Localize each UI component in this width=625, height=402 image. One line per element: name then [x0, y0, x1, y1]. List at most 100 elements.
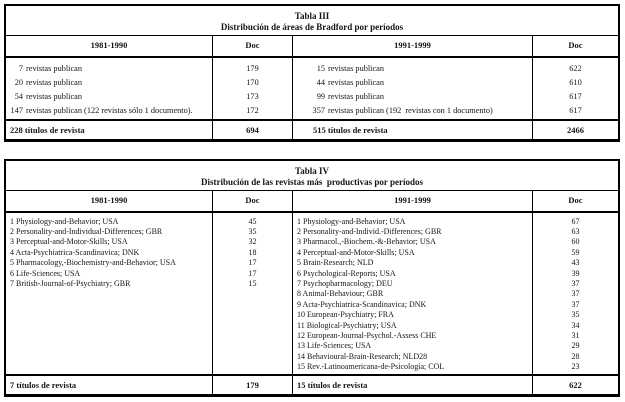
doc-value: 15 [248, 278, 257, 288]
table-iv-doc-values-1981: 45 35 32 18 17 17 15 [212, 212, 292, 374]
row-label: revistas publican [26, 91, 82, 101]
column-header-doc-2: Doc [532, 190, 618, 211]
journal-row: 5 Pharmacology,-Biochemistry-and-Behavio… [10, 258, 176, 268]
column-header-period-1: 1981-1990 [90, 195, 128, 205]
table-iii: Tabla III Distribución de áreas de Bradf… [4, 4, 620, 142]
doc-value: 59 [571, 247, 580, 257]
table-row: 15 revistas publican [293, 62, 532, 76]
table-iii-doc-values-1981: 179 170 173 172 [212, 57, 292, 119]
doc-value: 67 [571, 216, 580, 226]
table-iii-descriptions-1991: 15 revistas publican 44 revistas publican 99… [292, 57, 532, 119]
table-iv-journals-1991: 1 Physiology-and-Behavior; USA 2 Personal… [292, 212, 532, 374]
doc-value: 34 [571, 320, 580, 330]
table-iii-descriptions-1981: 7 revistas publican 20 revistas publican 54 r… [6, 58, 212, 119]
table-iii-caption: Tabla III Distribución de áreas de Bradf… [6, 6, 618, 36]
row-label: revistas publican [328, 77, 384, 87]
journal-row: 15 Rev.-Latinoamericana-de-Psicología; C… [297, 362, 445, 372]
journal-row: 6 Psychological-Reports; USA [297, 268, 396, 278]
journal-row: 13 Life-Sciences; USA [297, 341, 372, 351]
column-header-period-2: 1991-1999 [292, 35, 532, 56]
journal-row: 3 Perceptual-and-Motor-Skills; USA [10, 237, 128, 247]
table-iv-body: 1 Physiology-and-Behavior; USA 2 Personal… [6, 212, 618, 374]
column-header-doc-1: Doc [212, 35, 292, 56]
journal-row: 7 British-Journal-of-Psychiatry; GBR [10, 278, 131, 288]
table-row: 20 revistas publican [6, 76, 212, 90]
doc-value: 617 [569, 105, 582, 115]
doc-value: 28 [571, 351, 580, 361]
doc-value: 35 [248, 226, 257, 236]
journal-count: 15 [316, 63, 325, 73]
doc-value: 37 [571, 289, 580, 299]
doc-value: 35 [571, 310, 580, 320]
journal-row: 7 Psychopharmacology; DEU [297, 278, 393, 288]
journal-row: 1 Physiology-and-Behavior; USA [297, 216, 406, 226]
doc-value: 17 [248, 268, 257, 278]
table-iv: Tabla IV Distribución de las revistas má… [4, 159, 620, 397]
table-row: 44 revistas publican [293, 76, 532, 90]
total-doc-value: 179 [212, 375, 292, 394]
journal-row: 1 Physiology-and-Behavior; USA [10, 216, 119, 226]
doc-value: 29 [571, 341, 580, 351]
column-header-doc-1: Doc [212, 190, 292, 211]
journal-row: 8 Animal-Behaviour; GBR [297, 289, 384, 299]
doc-value: 17 [248, 258, 257, 268]
journal-row: 2 Personality-and-Individual-Differences… [10, 226, 163, 236]
table-iv-doc-values-1991: 67 63 60 59 43 39 37 37 37 35 34 31 29 28 23 [532, 212, 618, 374]
table-row: 54 revistas publican [6, 90, 212, 104]
doc-value: 31 [571, 330, 580, 340]
row-label: revistas publican [328, 91, 384, 101]
row-label: revistas publican [26, 77, 82, 87]
doc-value: 23 [571, 362, 580, 372]
doc-value: 60 [571, 237, 580, 247]
row-label: revistas publican [328, 63, 384, 73]
table-iv-title: Tabla IV [295, 166, 329, 176]
doc-value: 63 [571, 226, 580, 236]
doc-value: 45 [248, 216, 257, 226]
doc-value: 179 [246, 63, 259, 73]
row-label: revistas publican (122 revistas sólo 1 d… [26, 105, 193, 115]
doc-value: 617 [569, 91, 582, 101]
total-label: 15 títulos de revista [292, 375, 532, 394]
journal-row: 2 Personality-and-Individ.-Differences; … [297, 226, 442, 236]
journal-count: 357 [312, 105, 325, 115]
table-row: 7 revistas publican [6, 62, 212, 76]
journal-row: 9 Acta-Psychiatrica-Scandinavica; DNK [297, 299, 427, 309]
journal-count: 44 [316, 77, 325, 87]
journal-count: 7 [18, 63, 23, 73]
table-iv-total-row: 7 títulos de revista 179 15 títulos de r… [6, 373, 618, 394]
total-doc-value: 622 [532, 375, 618, 394]
journal-row: 10 European-Psychiatry; FRA [297, 310, 394, 320]
doc-value: 43 [571, 258, 580, 268]
table-iv-caption: Tabla IV Distribución de las revistas má… [6, 161, 618, 191]
journal-row: 3 Pharmacol.,-Biochem.-&-Behavior; USA [297, 237, 436, 247]
table-iv-journals-1981: 1 Physiology-and-Behavior; USA 2 Personal… [6, 213, 212, 374]
total-doc-value: 2466 [532, 120, 618, 139]
journal-row: 6 Life-Sciences; USA [10, 268, 81, 278]
table-iii-header-row: 1981-1990 Doc 1991-1999 Doc [6, 35, 618, 58]
column-header-period-1: 1981-1990 [90, 40, 128, 50]
doc-value: 610 [569, 77, 582, 87]
doc-value: 170 [246, 77, 259, 87]
doc-value: 18 [248, 247, 257, 257]
table-iii-subtitle: Distribución de áreas de Bradford por pe… [220, 22, 404, 32]
journal-row: 5 Brain-Research; NLD [297, 258, 374, 268]
table-iv-subtitle: Distribución de las revistas más product… [200, 177, 424, 187]
table-row: 357 revistas publican (192 revistas con 1… [293, 104, 532, 118]
total-doc-value: 694 [212, 120, 292, 139]
row-label: revistas publican (192 revistas con 1 do… [328, 105, 493, 115]
table-row: 147 revistas publican (122 revistas sólo … [6, 104, 212, 118]
total-label: 515 títulos de revista [292, 120, 532, 139]
doc-value: 39 [571, 268, 580, 278]
journal-row: 14 Behavioural-Brain-Research; NLD28 [297, 351, 428, 361]
journal-row: 4 Acta-Psychiatrica-Scandinavica; DNK [10, 247, 140, 257]
column-header-doc-2: Doc [532, 35, 618, 56]
doc-value: 32 [248, 237, 257, 247]
row-label: revistas publican [26, 63, 82, 73]
total-label: 228 títulos de revista [10, 125, 85, 135]
doc-value: 173 [246, 91, 259, 101]
journal-count: 147 [10, 105, 23, 115]
table-iv-header-row: 1981-1990 Doc 1991-1999 Doc [6, 190, 618, 213]
journal-count: 99 [316, 91, 325, 101]
doc-value: 37 [571, 299, 580, 309]
